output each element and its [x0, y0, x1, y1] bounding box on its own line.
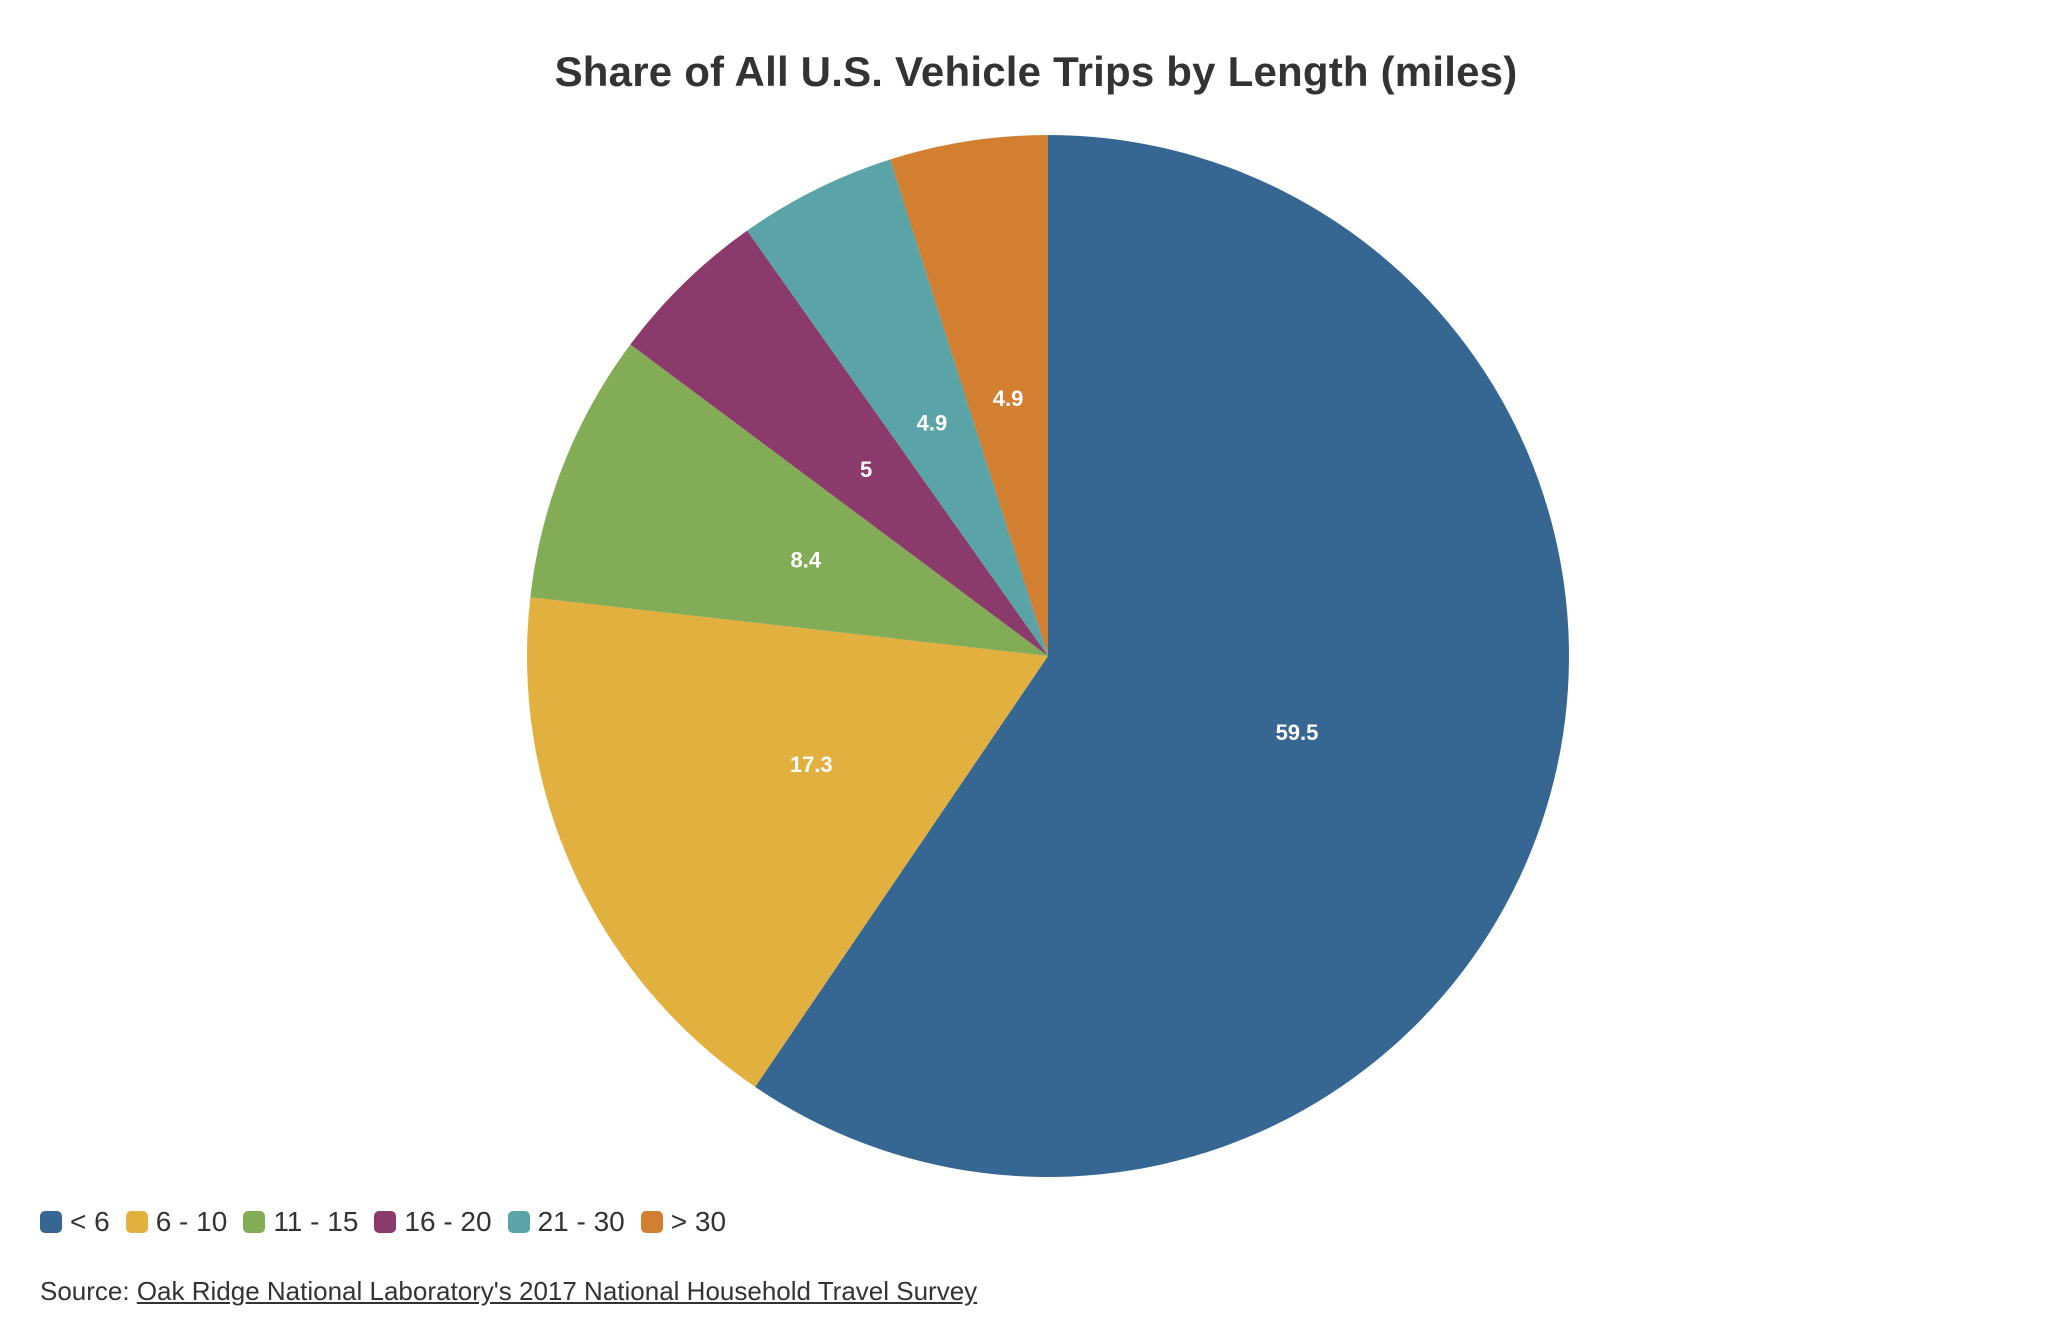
- pie-slice-11-15[interactable]: [530, 344, 1048, 656]
- legend-swatch: [507, 1211, 530, 1233]
- legend-item[interactable]: 16 - 20: [374, 1206, 492, 1238]
- source-link[interactable]: Oak Ridge National Laboratory's 2017 Nat…: [136, 1276, 978, 1306]
- legend-swatch: [243, 1211, 266, 1233]
- pie-slice-6[interactable]: [755, 135, 1570, 1177]
- legend-swatch: [125, 1211, 148, 1233]
- legend-label: 21 - 30: [537, 1206, 625, 1237]
- legend-item[interactable]: 11 - 15: [243, 1206, 358, 1238]
- pie-slice-label: 4.9: [993, 386, 1024, 411]
- pie-slice-label: 59.5: [1276, 720, 1319, 745]
- pie-slice-21-30[interactable]: [747, 159, 1048, 657]
- legend-swatch: [374, 1211, 397, 1233]
- pie-slice-label: 5: [860, 457, 872, 482]
- legend-item[interactable]: < 6: [40, 1206, 110, 1238]
- pie-slice-6-10[interactable]: [527, 597, 1048, 1087]
- legend-label: > 30: [670, 1206, 727, 1237]
- chart-title: Share of All U.S. Vehicle Trips by Lengt…: [554, 48, 1518, 95]
- legend-item[interactable]: 6 - 10: [125, 1206, 228, 1238]
- legend-label: < 6: [70, 1206, 110, 1237]
- pie-slice-labels: 59.5 17.3 8.4 5 4.9 4.9: [790, 386, 1319, 777]
- legend-item[interactable]: > 30: [640, 1206, 727, 1238]
- pie-slices: [527, 135, 1570, 1177]
- legend-swatch: [40, 1211, 62, 1233]
- pie-slice-label: 4.9: [917, 410, 948, 435]
- source-prefix: Source:: [40, 1276, 137, 1306]
- pie-slice-label: 8.4: [790, 548, 821, 573]
- legend-label: 6 - 10: [155, 1206, 228, 1237]
- legend-item[interactable]: 21 - 30: [507, 1206, 625, 1238]
- legend-label: 16 - 20: [404, 1206, 492, 1237]
- pie-slice-30[interactable]: [890, 135, 1048, 656]
- pie-slice-16-20[interactable]: [630, 230, 1048, 656]
- pie-slice-label: 17.3: [790, 752, 833, 777]
- legend-label: 11 - 15: [273, 1206, 359, 1237]
- legend: < 6 6 - 10 11 - 15 16 - 20 21 - 30 > 30: [40, 1206, 726, 1238]
- source-line: Source: Oak Ridge National Laboratory's …: [40, 1276, 977, 1307]
- legend-swatch: [640, 1211, 663, 1233]
